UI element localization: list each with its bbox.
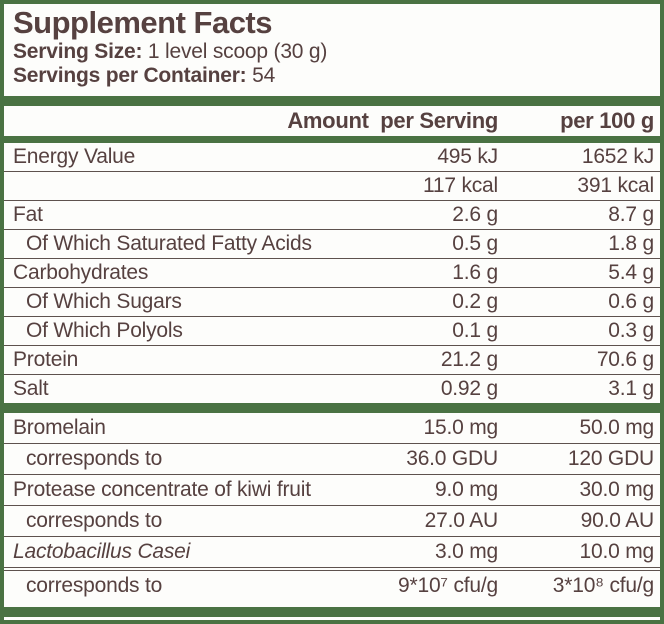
panel-header: Supplement Facts Serving Size: 1 level s… xyxy=(4,4,660,88)
per-serving-value: 36.0 GDU xyxy=(406,447,498,470)
per-100g-header: per 100 g xyxy=(560,108,654,133)
nutrition-section: Energy Value 495 kJ 1652 kJ 117 kcal 391… xyxy=(4,143,660,403)
per-serving-value: 0.1 g xyxy=(452,319,498,342)
ingredient-label: Bromelain xyxy=(13,416,106,439)
per-serving-value: 0.2 g xyxy=(452,290,498,313)
serving-size-label: Serving Size: xyxy=(13,40,143,63)
per-100g-value: 0.3 g xyxy=(608,319,654,342)
table-row-protease: Protease concentrate of kiwi fruit 9.0 m… xyxy=(4,475,660,506)
table-row-bromelain: Bromelain 15.0 mg 50.0 mg xyxy=(4,413,660,444)
per-serving-value: 2.6 g xyxy=(452,203,498,226)
serving-size-value: 1 level scoop (30 g) xyxy=(142,40,328,63)
section-divider-bar-mid xyxy=(4,403,660,413)
table-row-fat: Fat 2.6 g 8.7 g xyxy=(4,201,660,230)
servings-per-container-value: 54 xyxy=(246,64,276,87)
per-100g-value: 1.8 g xyxy=(608,232,654,255)
per-100g-value: 8.7 g xyxy=(608,203,654,226)
per-100g-value: 120 GDU xyxy=(567,447,654,470)
nutrient-label: Fat xyxy=(13,203,43,226)
per-100g-value: 50.0 mg xyxy=(579,416,655,439)
per-serving-value: 495 kJ xyxy=(437,145,498,168)
per-serving-value: 117 kcal xyxy=(422,174,498,197)
per-serving-value: 21.2 g xyxy=(440,348,498,371)
nutrient-label: Carbohydrates xyxy=(13,261,149,284)
column-headers-row: Amount per Serving per 100 g xyxy=(4,106,660,136)
section-divider-bar-bottom xyxy=(4,607,660,617)
table-row-saturated-fat: Of Which Saturated Fatty Acids 0.5 g 1.8… xyxy=(4,230,660,259)
nutrient-label: Of Which Polyols xyxy=(26,319,183,342)
per-100g-value: 3.1 g xyxy=(608,377,654,400)
table-row-protein: Protein 21.2 g 70.6 g xyxy=(4,346,660,375)
per-serving-value: 0.5 g xyxy=(452,232,498,255)
per-100g-value: 5.4 g xyxy=(608,261,654,284)
per-100g-value: 70.6 g xyxy=(596,348,654,371)
serving-size-line: Serving Size: 1 level scoop (30 g) xyxy=(13,40,652,64)
table-row-energy-kcal: 117 kcal 391 kcal xyxy=(4,172,660,201)
ingredient-label: corresponds to xyxy=(26,447,163,470)
nutrient-label: Salt xyxy=(13,377,49,400)
active-ingredients-section: Bromelain 15.0 mg 50.0 mg corresponds to… xyxy=(4,413,660,601)
table-row-lactobacillus: Lactobacillus Casei 3.0 mg 10.0 mg xyxy=(4,537,660,568)
per-serving-value: 1.6 g xyxy=(452,261,498,284)
nutrient-label: Energy Value xyxy=(13,145,136,168)
table-row-salt: Salt 0.92 g 3.1 g xyxy=(4,375,660,403)
per-100g-value: 1652 kJ xyxy=(581,145,654,168)
ingredient-label: corresponds to xyxy=(26,574,163,597)
nutrient-label: Protein xyxy=(13,348,79,371)
per-serving-value: 15.0 mg xyxy=(423,416,499,439)
table-row-carbohydrates: Carbohydrates 1.6 g 5.4 g xyxy=(4,259,660,288)
per-100g-value: 3*10⁸ cfu/g xyxy=(552,574,654,597)
per-100g-value: 30.0 mg xyxy=(579,478,655,501)
per-100g-value: 0.6 g xyxy=(608,290,654,313)
table-row-energy-kj: Energy Value 495 kJ 1652 kJ xyxy=(4,143,660,172)
servings-per-container-label: Servings per Container: xyxy=(13,64,247,87)
per-100g-value: 391 kcal xyxy=(577,174,654,197)
table-row-sugars: Of Which Sugars 0.2 g 0.6 g xyxy=(4,288,660,317)
per-100g-value: 10.0 mg xyxy=(579,540,655,563)
nutrient-label: Of Which Sugars xyxy=(26,290,182,313)
amount-per-serving-header: Amount per Serving xyxy=(287,108,498,133)
table-row-lactobacillus-corresponds: corresponds to 9*10⁷ cfu/g 3*10⁸ cfu/g xyxy=(4,570,660,601)
per-serving-value: 0.92 g xyxy=(440,377,498,400)
per-serving-value: 9.0 mg xyxy=(435,478,498,501)
header-underline-bar xyxy=(4,136,660,143)
table-row-bromelain-corresponds: corresponds to 36.0 GDU 120 GDU xyxy=(4,444,660,475)
per-serving-value: 9*10⁷ cfu/g xyxy=(398,574,498,597)
panel-title: Supplement Facts xyxy=(13,5,273,40)
table-row-polyols: Of Which Polyols 0.1 g 0.3 g xyxy=(4,317,660,346)
section-divider-bar-top xyxy=(4,96,660,106)
ingredient-label: Lactobacillus Casei xyxy=(13,540,191,563)
nutrient-label: Of Which Saturated Fatty Acids xyxy=(26,232,312,255)
per-serving-value: 3.0 mg xyxy=(435,540,498,563)
ingredient-label: Protease concentrate of kiwi fruit xyxy=(13,478,311,501)
per-serving-value: 27.0 AU xyxy=(424,509,499,532)
per-100g-value: 90.0 AU xyxy=(580,509,655,532)
ingredient-label: corresponds to xyxy=(26,509,163,532)
table-row-protease-corresponds: corresponds to 27.0 AU 90.0 AU xyxy=(4,506,660,537)
servings-per-container-line: Servings per Container: 54 xyxy=(13,64,652,88)
